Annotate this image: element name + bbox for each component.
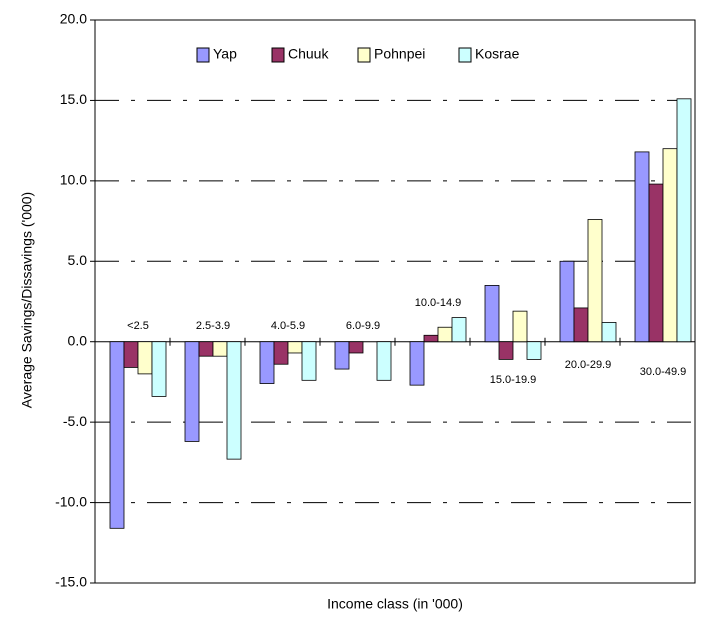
bar — [226, 341, 242, 460]
x-tick-label: <2.5 — [127, 320, 149, 332]
bar — [212, 341, 228, 357]
x-axis-title: Income class (in '000) — [327, 596, 463, 612]
x-tick-label: 30.0-49.9 — [640, 366, 686, 378]
x-tick-label: 15.0-19.9 — [490, 374, 536, 386]
bar — [273, 341, 289, 365]
legend-label: Pohnpei — [374, 46, 425, 62]
legend-label: Yap — [213, 46, 237, 62]
bar — [123, 341, 139, 368]
bar — [437, 326, 453, 343]
legend-swatch — [357, 47, 371, 63]
legend-swatch — [271, 47, 285, 63]
x-tick-label: 20.0-29.9 — [565, 359, 611, 371]
bar — [137, 341, 153, 375]
y-tick-label: 10.0 — [60, 172, 87, 188]
x-tick-label: 2.5-3.9 — [196, 320, 230, 332]
bar — [259, 341, 275, 384]
y-tick-label: 15.0 — [60, 91, 87, 107]
bar — [587, 219, 603, 343]
y-tick-label: 20.0 — [60, 11, 87, 27]
bar — [526, 341, 542, 360]
x-tick-label: 4.0-5.9 — [271, 320, 305, 332]
y-tick-label: 0.0 — [68, 332, 88, 348]
bar — [498, 341, 514, 360]
bar — [109, 341, 125, 529]
bar — [634, 151, 650, 343]
bar — [423, 334, 439, 343]
bar — [573, 307, 589, 343]
x-tick-label: 10.0-14.9 — [415, 297, 461, 309]
legend-label: Chuuk — [288, 46, 329, 62]
bar — [184, 341, 200, 442]
bar — [334, 341, 350, 370]
bar — [676, 98, 692, 343]
bar — [648, 183, 664, 343]
bar — [559, 260, 575, 343]
bar — [287, 341, 303, 354]
legend-label: Kosrae — [475, 46, 520, 62]
bar — [151, 341, 167, 397]
x-tick-label: 6.0-9.9 — [346, 320, 380, 332]
bar — [451, 317, 467, 343]
y-tick-label: 5.0 — [68, 252, 88, 268]
bar — [662, 148, 678, 343]
y-tick-label: -10.0 — [55, 493, 87, 509]
y-axis-title: Average Savings/Dissavings ('000) — [19, 192, 35, 408]
legend-swatch — [196, 47, 210, 63]
y-tick-label: -15.0 — [55, 574, 87, 590]
y-tick-label: -5.0 — [63, 413, 87, 429]
plot-area — [94, 19, 696, 584]
legend-swatch — [458, 47, 472, 63]
bar — [512, 310, 528, 343]
bar — [301, 341, 317, 381]
bar — [348, 341, 364, 354]
bar — [409, 341, 425, 386]
bar — [198, 341, 214, 357]
bar — [484, 285, 500, 343]
bar — [376, 341, 392, 381]
bar — [601, 322, 617, 343]
